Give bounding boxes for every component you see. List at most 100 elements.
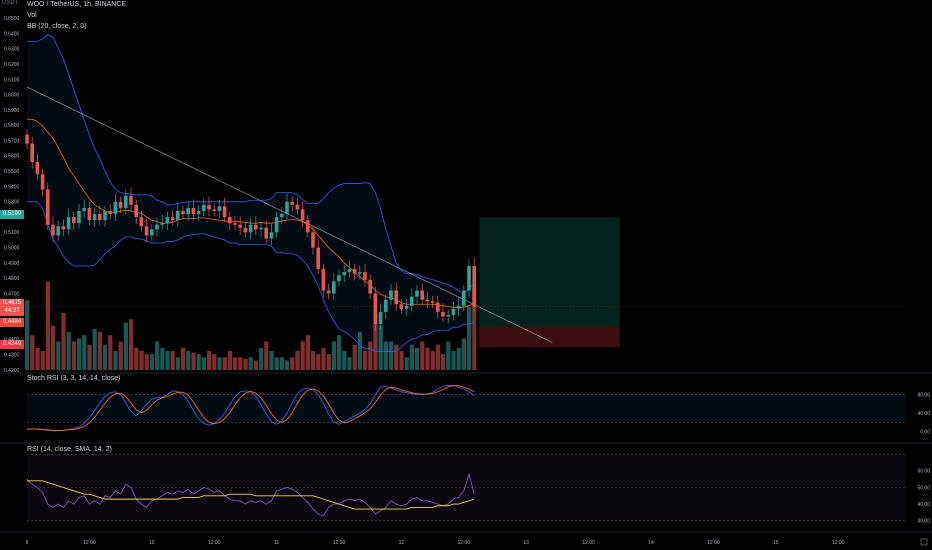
volume-bar [451,351,456,370]
rsi-tick-label: 40.00 [917,502,930,508]
price-tick-label: 0.4900 [4,261,20,267]
volume-bar [155,341,160,370]
time-tick-label: 12:00 [83,540,96,546]
volume-bar [71,341,76,370]
volume-bar [274,357,279,370]
volume-bar [233,357,238,370]
candle-body [300,209,305,221]
volume-bar [118,341,123,370]
candle-body [342,272,346,276]
candle-body [113,201,118,215]
candle-body [337,275,341,282]
bb-legend[interactable]: BB (20, close, 2, 0) [27,23,87,30]
time-tick-label: 12:00 [707,540,720,546]
candle-body [46,189,50,225]
volume-bar [56,341,61,370]
volume-bar [352,344,357,370]
volume-bar [368,341,373,370]
time-tick-label: 12:00 [208,540,221,546]
price-tick-label: 0.6100 [4,77,20,83]
candle-body [467,266,471,291]
volume-bar [378,325,383,370]
volume-bar [316,354,321,370]
volume-bar [181,347,186,370]
candle-body [61,226,66,230]
stoch-rsi-legend[interactable]: Stoch RSI (3, 3, 14, 14, close) [27,375,121,382]
volume-bar [77,338,82,370]
candle-body [420,290,424,300]
symbol-title[interactable]: WOO / TetherUS, 1h, BINANCE [27,1,127,8]
time-tick-label: 9 [26,540,29,546]
candle-body [425,299,430,302]
volume-bar [25,300,30,370]
candle-body [150,229,154,236]
volume-bar [311,351,316,370]
candle-body [430,301,435,303]
volume-bar [425,347,430,370]
volume-bar [409,344,414,370]
volume-bar [66,332,71,370]
volume-bar [248,357,253,370]
volume-bar [446,341,451,370]
candle-body [124,195,128,208]
candle-body [311,232,315,248]
volume-bar [196,354,201,370]
volume-bar [415,347,420,370]
candle-body [170,217,175,221]
candle-body [285,201,289,215]
quote-currency: USDT [2,0,19,6]
volume-bar [435,344,440,370]
volume-bar [243,358,248,370]
candle-body [243,227,248,233]
candle-body [108,210,112,215]
candle-body [384,299,388,312]
volume-bar [472,287,477,370]
volume-bar [103,344,108,370]
volume-bar [139,351,144,370]
candle-body [66,217,71,230]
stoch-d-line [27,385,475,431]
candle-body [212,209,216,211]
volume-bar [285,360,290,370]
time-tick-label: 12:00 [333,540,346,546]
candle-body [222,206,227,218]
candle-body [134,204,138,218]
candle-body [306,220,310,233]
price-tick-label: 0.6400 [4,31,20,37]
time-tick-label: 12:00 [832,540,845,546]
volume-bar [129,319,134,370]
volume-bar [300,341,305,370]
candle-body [264,227,268,239]
bar-countdown: 44:37 [4,308,20,314]
price-tick-label: 0.5700 [4,138,20,144]
candle-body [233,223,237,225]
current-price-badge: 0.5199 [0,210,24,219]
candle-body [441,311,445,317]
volume-bar [35,347,40,370]
candle-body [399,304,404,309]
time-tick-label: 11 [274,540,279,546]
target-zone [479,217,620,327]
price-tick-label: 0.5500 [4,169,20,175]
candle-body [332,281,336,294]
candle-body [352,269,357,274]
rsi-legend[interactable]: RSI (14, close, SMA, 14, 2) [27,446,112,453]
volume-bar [404,357,409,370]
bb-band-fill [27,34,475,352]
volume-bar [113,351,118,370]
candle-body [373,293,378,325]
candle-body [456,305,461,309]
candle-body [436,302,440,312]
rsi-tick-label: 50.00 [917,485,930,491]
volume-legend[interactable]: Vol [27,12,37,19]
candle-body [410,296,414,306]
entry-price-badge: 0.4484 [0,318,24,327]
price-tick-label: 0.4700 [4,291,20,297]
candle-body [155,224,159,230]
price-tick-label: 0.5100 [4,230,20,236]
price-tick-label: 0.5900 [4,108,20,114]
volume-bar [290,357,295,370]
volume-bar [420,341,425,370]
candle-body [389,290,393,300]
